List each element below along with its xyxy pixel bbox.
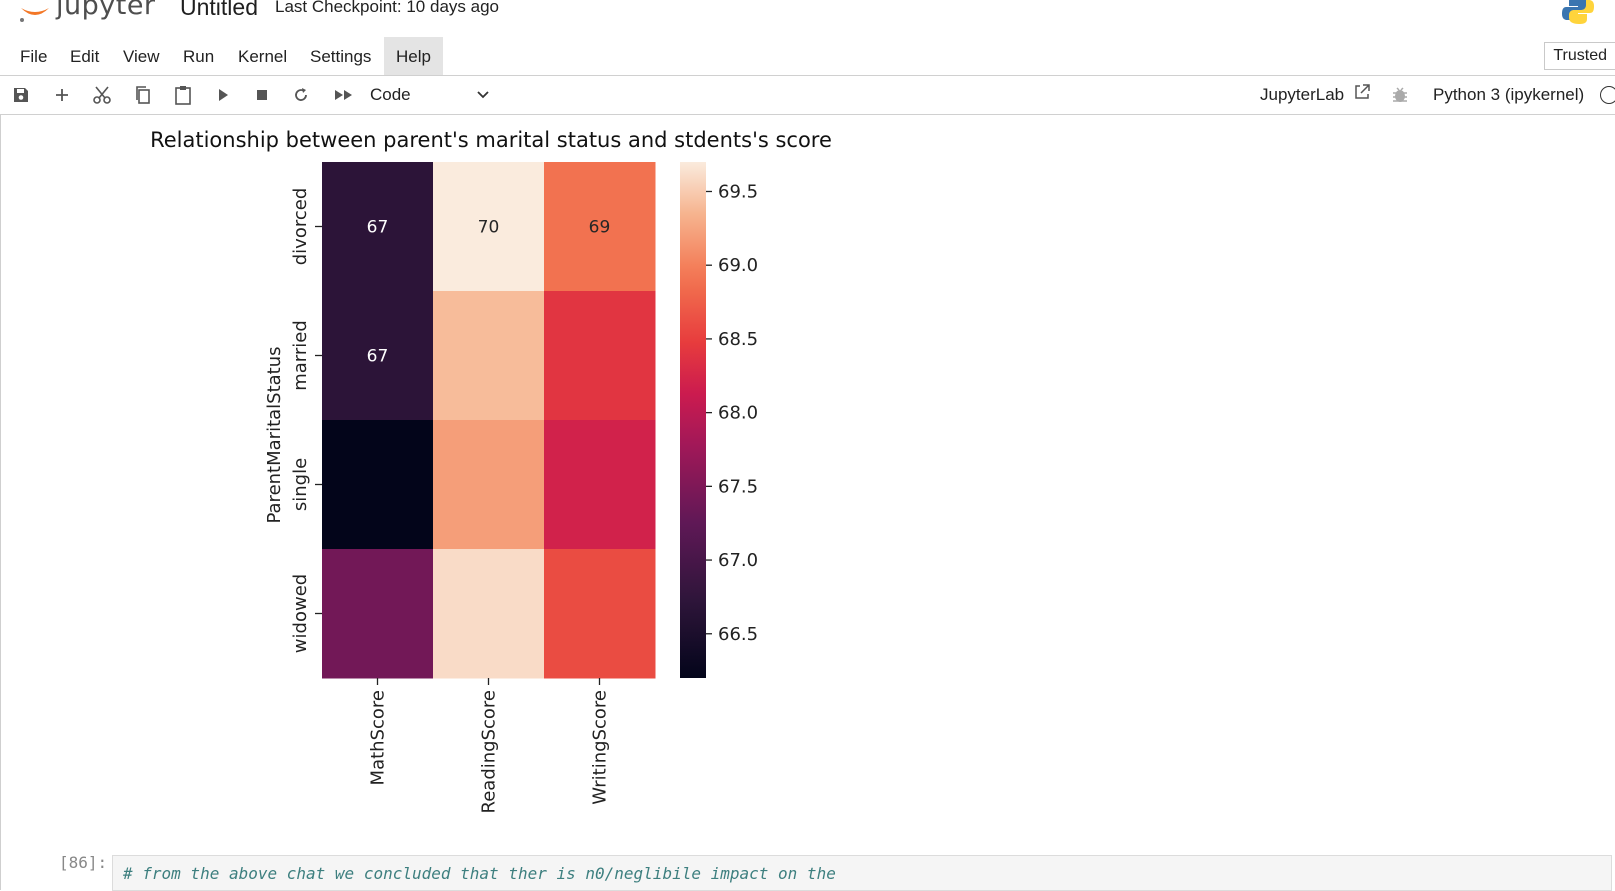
jupyter-logo-text: jupyter [56, 0, 156, 21]
colorbar-tick-label: 68.5 [718, 329, 758, 350]
heatmap-figure: Relationship between parent's marital st… [150, 128, 832, 813]
x-tick-label: MathScore [368, 690, 389, 785]
cell-annotation: 70 [478, 218, 500, 238]
heatmap-cell [433, 291, 545, 421]
stop-icon[interactable] [251, 84, 273, 106]
colorbar-tick-label: 67.5 [718, 476, 758, 497]
cell-prompt: [86]: [59, 853, 108, 872]
menu-edit[interactable]: Edit [70, 47, 100, 66]
colorbar-tick-label: 69.5 [718, 181, 758, 202]
top-header: jupyter Untitled Last Checkpoint: 10 day… [0, 0, 1615, 38]
heatmap-cell [433, 420, 545, 550]
code-cell-editor[interactable]: # from the above chat we concluded that … [112, 855, 1612, 891]
colorbar-tick-label: 67.0 [718, 550, 758, 571]
jupyter-logo-icon[interactable] [18, 0, 52, 26]
python-logo-icon [1562, 0, 1594, 24]
bug-icon[interactable] [1391, 85, 1409, 105]
menu-help[interactable]: Help [384, 37, 443, 75]
menu-file[interactable]: File [20, 47, 48, 66]
last-checkpoint: Last Checkpoint: 10 days ago [275, 0, 499, 16]
heatmap-cell [544, 420, 656, 550]
heatmap-cell [322, 420, 434, 550]
cut-icon[interactable] [91, 84, 113, 106]
y-tick-label: married [290, 320, 311, 391]
heatmap-cell [322, 291, 434, 421]
run-icon[interactable] [212, 84, 234, 106]
add-cell-icon[interactable] [51, 84, 73, 106]
y-tick-label: single [290, 458, 311, 511]
open-jupyterlab-link[interactable]: JupyterLab [1260, 83, 1371, 107]
paste-icon[interactable] [172, 84, 194, 106]
chart-title: Relationship between parent's marital st… [150, 128, 832, 152]
notebook-toolbar: Code JupyterLab Python 3 (ipykernel) [0, 76, 1615, 115]
cell-type-select[interactable]: Code [370, 82, 490, 108]
external-link-icon [1355, 84, 1370, 99]
menu-run[interactable]: Run [183, 47, 215, 66]
cell-type-label: Code [370, 85, 411, 104]
notebook-title[interactable]: Untitled [180, 0, 258, 20]
menu-view[interactable]: View [123, 47, 160, 66]
copy-icon[interactable] [132, 84, 154, 106]
x-tick-label: ReadingScore [479, 690, 500, 813]
cell-annotation: 67 [367, 347, 389, 367]
x-tick-label: WritingScore [590, 690, 611, 805]
menu-bar: File Edit View Run Kernel Settings Help … [0, 37, 1615, 76]
menu-settings[interactable]: Settings [310, 47, 372, 66]
heatmap-cell [544, 291, 656, 421]
code-comment: # from the above chat we concluded that … [123, 864, 836, 883]
y-tick-label: divorced [290, 188, 311, 266]
cell-annotation: 69 [589, 218, 611, 238]
save-icon[interactable] [10, 84, 32, 106]
colorbar-tick-label: 69.0 [718, 255, 758, 276]
heatmap-cell [544, 549, 656, 679]
colorbar-tick-label: 66.5 [718, 624, 758, 645]
heatmap-cell [322, 162, 434, 292]
kernel-status-circle-icon [1600, 86, 1615, 104]
colorbar-tick-label: 68.0 [718, 403, 758, 424]
heatmap-cell [544, 162, 656, 292]
cell-annotation: 67 [367, 218, 389, 238]
notebook-area: Relationship between parent's marital st… [0, 115, 1615, 891]
y-axis-label: ParentMaritalStatus [264, 346, 285, 523]
jupyterlab-label: JupyterLab [1260, 85, 1345, 104]
kernel-name[interactable]: Python 3 (ipykernel) [1433, 85, 1585, 104]
trusted-indicator[interactable]: Trusted [1544, 42, 1615, 70]
menu-kernel[interactable]: Kernel [238, 47, 288, 66]
run-all-icon[interactable] [333, 84, 355, 106]
chevron-down-icon [477, 91, 489, 99]
heatmap-cell [433, 549, 545, 679]
colorbar [680, 162, 706, 678]
restart-icon[interactable] [290, 84, 312, 106]
y-tick-label: widowed [290, 574, 311, 653]
heatmap-cell [433, 162, 545, 292]
heatmap-cell [322, 549, 434, 679]
